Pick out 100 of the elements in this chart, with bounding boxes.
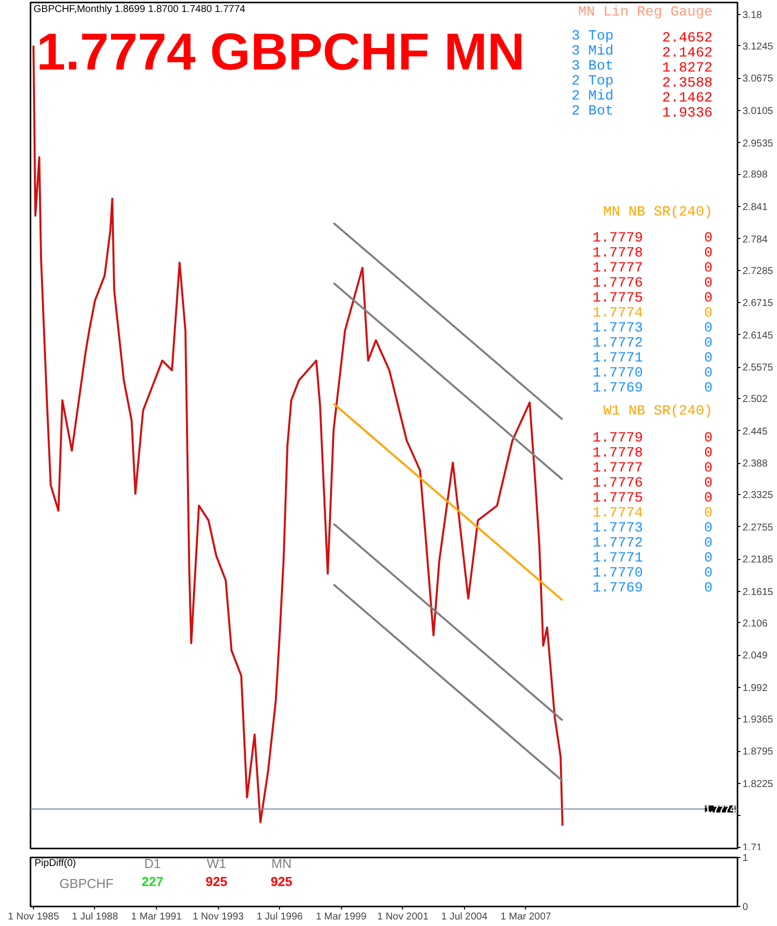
annotation: 1.7772 — [592, 336, 643, 352]
annotation: 0 — [704, 476, 713, 492]
x-tick-label: 1 Nov 1993 — [192, 912, 244, 922]
annotation: 1.7775 — [592, 290, 643, 306]
annotation: 0 — [704, 550, 713, 566]
chart-title: 1.7774 GBPCHF MN — [36, 24, 525, 82]
annotation: 0 — [704, 246, 713, 262]
annotation: 1.9336 — [662, 106, 713, 122]
y-tick-label: 2.049 — [742, 650, 768, 662]
annotation: D1 — [144, 856, 161, 871]
x-tick-label: 1 Jul 2004 — [441, 912, 488, 922]
annotation: 1.7769 — [592, 380, 643, 396]
annotation: PipDiff(0) — [34, 858, 76, 869]
annotation: 0 — [704, 380, 713, 396]
y-tick-label: 2.6145 — [742, 330, 774, 342]
annotation: 2 Mid — [572, 88, 614, 104]
annotation: 0 — [704, 260, 713, 276]
annotation: 2.1462 — [662, 46, 713, 62]
y-tick-label: 3.0105 — [742, 106, 774, 118]
y-tick-label: 2.6715 — [742, 298, 774, 310]
x-tick-label: 1 Nov 2001 — [377, 912, 429, 922]
x-tick-label: 1 Mar 2007 — [500, 912, 552, 922]
annotation: 0 — [704, 536, 713, 552]
annotation: 3 Bot — [572, 58, 614, 74]
annotation: 0 — [704, 320, 713, 336]
annotation: 0 — [704, 306, 713, 322]
annotation: 2 Bot — [572, 104, 614, 120]
annotation: 1.7778 — [592, 246, 643, 262]
y-tick-label: 2.388 — [742, 458, 768, 470]
annotation: 3 Top — [572, 28, 614, 44]
annotation: 1.7774 — [592, 306, 643, 322]
annotation: 1.7774 — [592, 506, 643, 522]
x-tick-label: 1 Mar 1991 — [131, 912, 182, 922]
annotation: 0 — [704, 520, 713, 536]
annotation: 1.7773 — [592, 320, 643, 336]
annotation: 3 Mid — [572, 44, 614, 60]
y-tick-label: 2.106 — [742, 618, 768, 630]
annotation: 1.7773 — [592, 520, 643, 536]
annotation: 0 — [704, 490, 713, 506]
annotation: 1.7770 — [592, 566, 643, 582]
annotation: 2 Top — [572, 74, 614, 90]
y-tick-label: 2.2185 — [742, 554, 774, 566]
y-tick-label: 2.7285 — [742, 266, 774, 277]
y-tick-label: 3.0675 — [742, 74, 774, 85]
annotation: 0 — [704, 336, 713, 352]
annotation: 2.1462 — [662, 90, 713, 106]
y-tick-label: 0 — [742, 902, 748, 913]
y-tick-label: 3.18 — [742, 10, 762, 22]
annotation: 925 — [270, 874, 292, 889]
y-tick-label: 1 — [742, 853, 748, 864]
annotation: 1.8272 — [662, 60, 713, 76]
annotation: 1.7777 — [592, 260, 643, 276]
y-tick-label: 2.445 — [742, 426, 768, 438]
y-tick-label: 2.1615 — [742, 586, 774, 598]
y-tick-label: 2.784 — [742, 234, 768, 246]
y-tick-label: 2.502 — [742, 394, 768, 406]
annotation: 1.7776 — [592, 476, 643, 492]
annotation: MN NB SR(240) — [603, 204, 712, 220]
y-tick-label: 2.5575 — [742, 362, 774, 374]
y-tick-label: 1.8225 — [742, 778, 774, 790]
y-tick-label: 2.898 — [742, 170, 768, 181]
annotation: 1.7772 — [592, 536, 643, 552]
y-tick-label: 3.1245 — [742, 41, 774, 52]
annotation: 0 — [704, 506, 713, 522]
annotation: 0 — [704, 580, 713, 596]
y-tick-label: 1.992 — [742, 682, 768, 694]
annotation: W1 — [206, 856, 226, 871]
annotation: 0 — [704, 230, 713, 246]
annotation: 2.4652 — [662, 30, 713, 46]
annotation: W1 NB SR(240) — [603, 404, 712, 420]
ref-line-label: 1.7774 — [704, 804, 736, 816]
annotation: 0 — [704, 566, 713, 582]
annotation: MN — [271, 856, 292, 871]
annotation: GBPCHF — [59, 876, 114, 891]
annotation: 0 — [704, 460, 713, 476]
annotation: 0 — [704, 290, 713, 306]
annotation: 0 — [704, 446, 713, 462]
annotation: 0 — [704, 276, 713, 292]
y-tick-label: 1.8795 — [742, 746, 774, 758]
annotation: 1.7771 — [592, 350, 643, 366]
x-tick-label: 1 Jul 1988 — [72, 912, 118, 922]
annotation: 2.3588 — [662, 76, 713, 92]
annotation: 0 — [704, 430, 713, 446]
annotation: 1.7779 — [592, 230, 643, 246]
annotation: 1.7777 — [592, 460, 643, 476]
x-tick-label: 1 Jul 1996 — [256, 912, 304, 922]
x-tick-label: 1 Nov 1985 — [8, 912, 60, 922]
annotation: MN Lin Reg Gauge — [578, 4, 712, 20]
annotation: 0 — [704, 366, 713, 382]
annotation: 1.7769 — [592, 580, 643, 596]
annotation: 1.7771 — [592, 550, 643, 566]
chart-subtitle: GBPCHF,Monthly 1.8699 1.8700 1.7480 1.7774 — [34, 4, 246, 15]
annotation: 1.7775 — [592, 490, 643, 506]
annotation: 1.7770 — [592, 366, 643, 382]
y-tick-label: 2.3325 — [742, 490, 774, 502]
annotation: 1.7776 — [592, 276, 643, 292]
y-tick-label: 2.841 — [742, 202, 768, 214]
annotation: 925 — [206, 874, 228, 889]
annotation: 227 — [142, 874, 164, 889]
annotation: 1.7779 — [592, 430, 643, 446]
